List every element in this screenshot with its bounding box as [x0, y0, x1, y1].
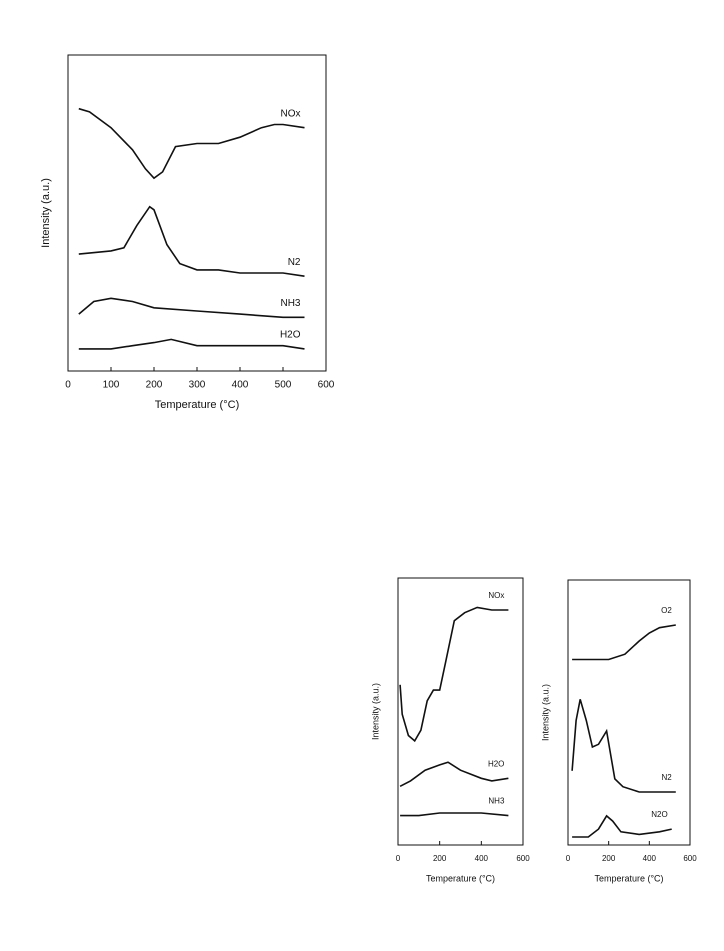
x-tick-label: 200 [602, 854, 616, 863]
y-axis-label: Intensity (a.u.) [370, 683, 380, 740]
y-axis-label: Intensity (a.u.) [540, 684, 550, 741]
y-axis-label: Intensity (a.u.) [40, 178, 52, 248]
x-axis-label: Temperature (°C) [426, 873, 495, 883]
series-line [78, 338, 305, 350]
chart: 0 200 400 600 Temperature (°C) Intensity (a.u… [540, 579, 697, 883]
x-tick-label: 600 [318, 380, 335, 391]
x-tick-label: 200 [433, 854, 447, 863]
series-line [78, 297, 305, 319]
x-tick-label: 0 [65, 380, 71, 391]
series-line [400, 812, 509, 817]
series-label: NH3 [280, 298, 300, 309]
x-tick-label: 0 [566, 854, 571, 863]
series-line [571, 699, 676, 793]
plot-frame [67, 54, 327, 372]
x-axis-label: Temperature (°C) [155, 399, 239, 411]
series-label: N2 [288, 257, 301, 268]
x-tick-label: 400 [475, 854, 489, 863]
series-line [399, 761, 509, 788]
x-tick-label: 400 [643, 854, 657, 863]
x-tick-label: 300 [189, 380, 206, 391]
x-tick-label: 600 [516, 854, 530, 863]
chart: 0 200 400 600 Temperature (°C) Intensity (a.u… [370, 577, 530, 883]
series-line [78, 107, 305, 180]
x-tick-label: 200 [146, 380, 163, 391]
series-label: H2O [280, 330, 301, 341]
x-tick-label: 100 [103, 380, 120, 391]
plot-frame [567, 579, 691, 846]
series-label: N2O [651, 810, 667, 819]
series-label: O2 [661, 606, 672, 615]
chart: 0 100 200 300 400 500 600 Temperature (°C) Inten… [40, 54, 335, 411]
x-tick-label: 500 [275, 380, 292, 391]
x-tick-label: 400 [232, 380, 249, 391]
x-tick-label: 0 [396, 854, 401, 863]
series-line [572, 624, 676, 661]
series-label: NH3 [488, 797, 505, 806]
series-label: N2 [662, 773, 673, 782]
series-label: H2O [488, 759, 504, 768]
series-line [78, 205, 305, 277]
x-tick-label: 600 [683, 854, 697, 863]
plot-frame [397, 577, 524, 846]
series-line [399, 606, 509, 743]
series-line [572, 814, 672, 838]
series-label: NOx [281, 108, 301, 119]
series-label: NOx [488, 591, 504, 600]
x-axis-label: Temperature (°C) [594, 873, 663, 883]
